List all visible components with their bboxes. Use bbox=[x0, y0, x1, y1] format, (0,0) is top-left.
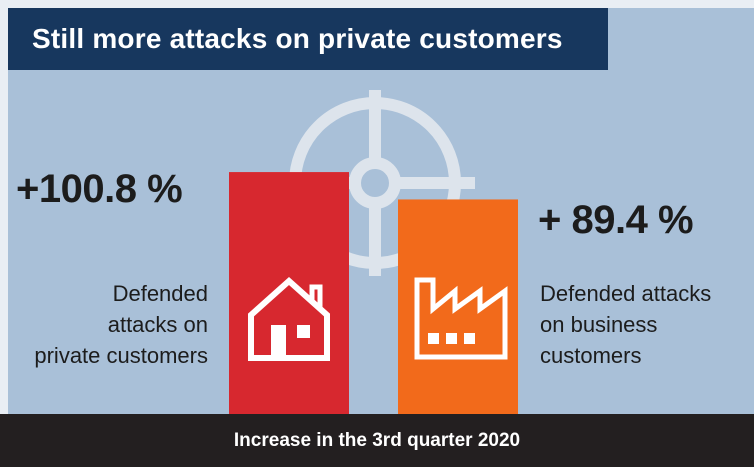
footer-caption: Increase in the 3rd quarter 2020 bbox=[233, 429, 521, 451]
category-label-line: Defended bbox=[112, 281, 208, 306]
value-label-business: + 89.4 % bbox=[538, 198, 694, 242]
chart-title: Still more attacks on private customers bbox=[32, 23, 563, 54]
category-label-line: attacks on bbox=[107, 312, 208, 337]
category-label-private: Defended attacks on private customers bbox=[34, 278, 208, 371]
title-bar: Still more attacks on private customers bbox=[8, 8, 608, 70]
value-label-private: +100.8 % bbox=[16, 167, 183, 211]
factory-icon bbox=[414, 277, 508, 360]
category-label-line: on business bbox=[540, 312, 658, 337]
house-icon bbox=[248, 276, 330, 361]
category-label-line: Defended attacks bbox=[540, 281, 712, 306]
category-label-line: customers bbox=[540, 343, 642, 368]
category-label-business: Defended attacks on business customers bbox=[540, 278, 711, 371]
category-label-line: private customers bbox=[34, 343, 208, 368]
footer-bar: Increase in the 3rd quarter 2020 bbox=[0, 414, 754, 467]
bar-private-customers bbox=[229, 172, 349, 414]
